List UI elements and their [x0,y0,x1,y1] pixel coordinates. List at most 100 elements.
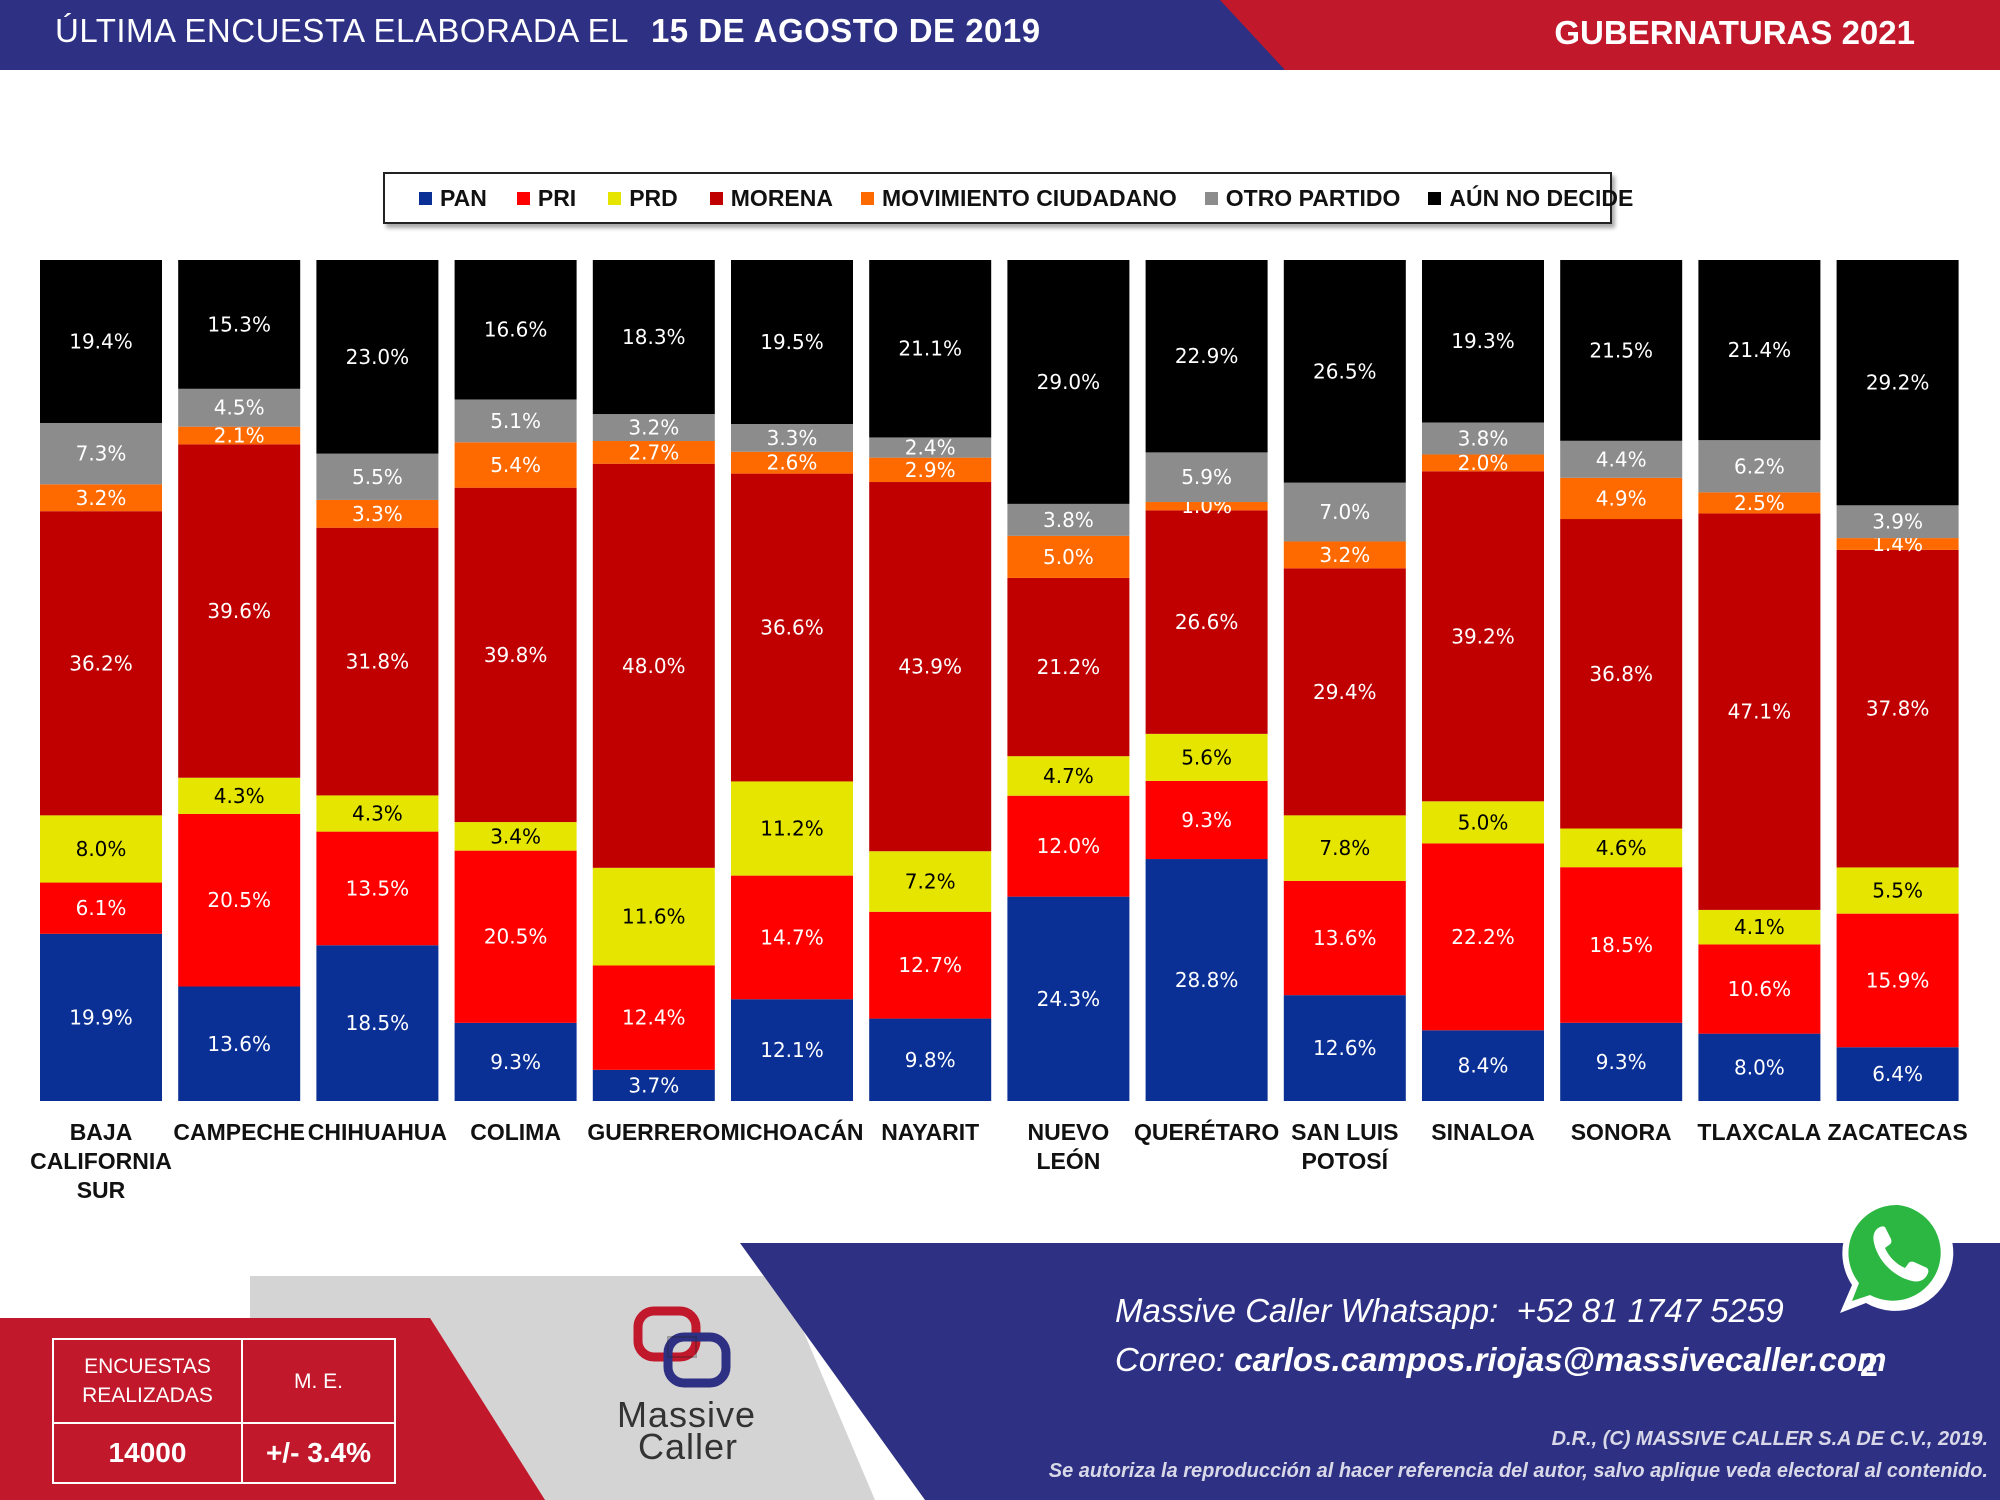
data-label: 13.6% [207,1032,271,1056]
data-label: 11.6% [622,905,686,929]
data-label: 15.3% [207,312,271,336]
data-label: 39.8% [484,643,548,667]
data-label: 21.1% [898,337,962,361]
surveys-header-line2: REALIZADAS [82,1384,213,1407]
data-label: 3.8% [1043,508,1094,532]
bar-segment [454,822,577,851]
bar-segment [1560,1022,1683,1101]
bar-segment [1698,492,1821,514]
data-label: 4.9% [1596,486,1647,510]
legend-item: AÚN NO DECIDE [1428,185,1633,212]
legend-label: MORENA [730,184,833,211]
bar-segment [40,882,162,934]
data-label: 48.0% [622,654,686,678]
bar-segment [1698,944,1821,1034]
data-label: 28.8% [1175,968,1239,992]
bar-segment [592,965,715,1070]
bar-segment [1283,880,1406,996]
bar-segment [1145,859,1268,1101]
category-label: NAYARIT [881,1119,979,1145]
data-label: 9.8% [905,1048,956,1072]
whatsapp-label: Massive Caller Whatsapp: [1115,1292,1499,1329]
bar-segment [1283,541,1406,569]
legend-item: OTRO PARTIDO [1204,185,1400,212]
bar-segment [869,437,992,458]
data-label: 13.5% [346,876,410,900]
bar-segment [731,451,853,474]
legend-item: MOVIMIENTO CIUDADANO [861,185,1177,212]
bar-segment [1007,896,1130,1101]
legend-swatch [709,191,723,205]
bar-segment [178,813,301,987]
bar-segment [316,499,439,528]
email-label: Correo: [1115,1341,1226,1378]
bar-segment [1560,440,1683,478]
legend-label: PRI [537,184,577,211]
bar-segment [316,831,439,946]
legend-swatch [419,191,432,205]
whatsapp-number[interactable]: +52 81 1747 5259 [1516,1292,1784,1329]
bar-segment [40,511,162,816]
data-label: 22.2% [1451,925,1515,949]
data-label: 36.2% [69,651,133,675]
bar-segment [731,999,853,1101]
data-label: 6.1% [76,896,127,920]
data-label: 18.5% [1589,933,1653,957]
data-label: 5.5% [352,465,403,489]
bar-segment [1422,454,1544,472]
bar-segment [731,875,853,1000]
bar-segment [731,781,853,876]
data-label: 6.2% [1734,454,1785,478]
bar-segment [316,527,439,796]
survey-date: 15 DE AGOSTO DE 2019 [650,12,1041,49]
survey-date-title: ÚLTIMA ENCUESTA ELABORADA EL 15 DE AGOSTO… [55,12,1041,50]
bar-segment [1422,471,1544,802]
category-label: LEÓN [1036,1147,1100,1174]
data-label: 20.5% [484,925,548,949]
copyright-line2: Se autoriza la reproducción al hacer ref… [1048,1460,1988,1482]
surveys-value: 14000 [52,1422,243,1484]
data-label: 9.3% [490,1050,541,1074]
bar-segment [1560,477,1683,520]
data-label: 7.2% [905,869,956,893]
bar-segment [1283,995,1406,1101]
data-label: 4.3% [214,784,265,808]
data-label: 18.5% [346,1011,410,1035]
bar-segment [1560,828,1683,868]
category-label: SAN LUIS [1291,1119,1398,1145]
data-label: 16.6% [484,318,548,342]
data-label: 20.5% [207,888,271,912]
bar-segment [869,260,992,438]
data-label: 26.6% [1175,610,1239,634]
data-label: 12.1% [760,1038,824,1062]
bar-segment [454,487,577,823]
bar-segment [1698,1033,1821,1101]
bar-segment [178,388,301,427]
bar-segment [1422,843,1544,1031]
data-label: 4.3% [352,802,403,826]
bar-segment [1145,452,1268,502]
data-label: 9.3% [1596,1050,1647,1074]
bar-segment [454,399,577,443]
data-label: 5.4% [490,453,541,477]
bar-segment [1007,795,1130,897]
data-label: 5.5% [1872,879,1923,903]
data-label: 19.9% [69,1005,133,1029]
category-label: SONORA [1571,1119,1672,1145]
data-label: 5.0% [1043,545,1094,569]
bar-segment [731,473,853,782]
category-label: QUERÉTARO [1134,1118,1279,1145]
margin-error-header: M. E. [240,1338,397,1424]
whatsapp-icon[interactable] [1828,1185,1968,1325]
bar-segment [40,422,162,485]
bar-segment [1145,733,1268,781]
data-label: 23.0% [346,345,410,369]
legend-item: MORENA [709,184,833,212]
email-address[interactable]: carlos.campos.riojas@massivecaller.com [1234,1341,1887,1378]
data-label: 21.4% [1728,338,1792,362]
bar-segment [592,867,715,966]
legend-swatch [516,191,530,205]
data-label: 36.6% [760,616,824,640]
bar-segment [869,457,992,483]
